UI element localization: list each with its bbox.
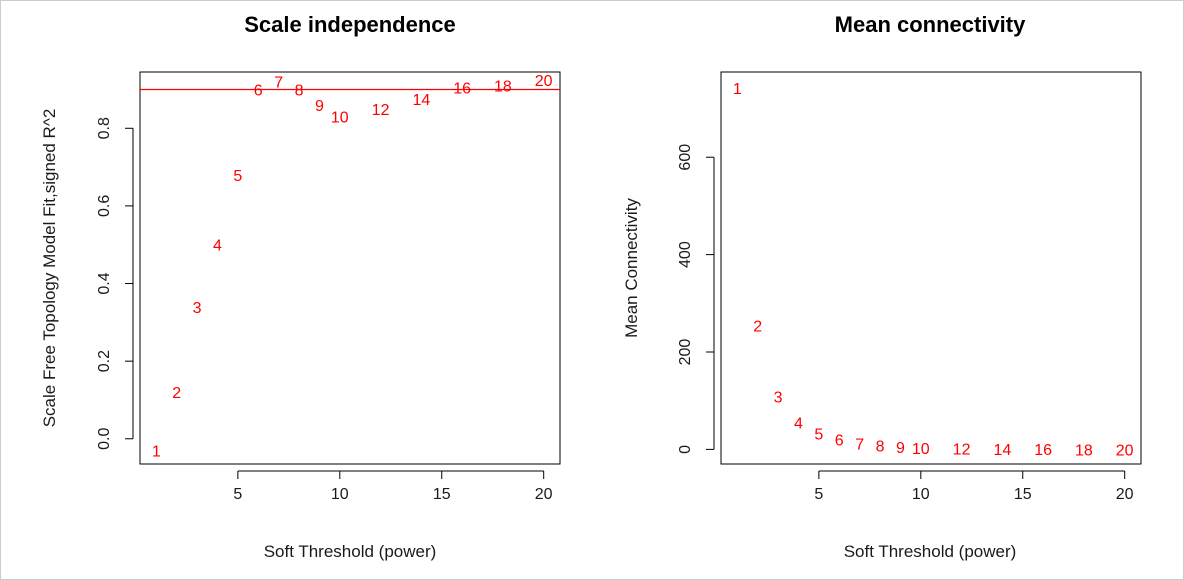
x-tick-label: 15	[1014, 486, 1032, 503]
data-point-label: 2	[172, 385, 181, 402]
data-point-label: 4	[213, 238, 222, 255]
plot-frame	[720, 71, 1142, 465]
x-axis-label: Soft Threshold (power)	[264, 542, 437, 561]
data-point-label: 8	[295, 82, 304, 99]
data-point-label: 9	[315, 98, 324, 115]
x-tick-label: 10	[912, 486, 930, 503]
data-point-label: 3	[193, 300, 202, 317]
data-point-label: 8	[876, 438, 885, 455]
data-point-label: 1	[733, 81, 742, 98]
scale-independence-panel: Scale independence Soft Threshold (power…	[40, 12, 561, 561]
x-tick-label: 15	[433, 486, 451, 503]
data-point-label: 7	[855, 437, 864, 454]
y-tick-label: 0.8	[96, 117, 113, 139]
data-point-label: 18	[494, 79, 512, 96]
x-tick-label: 10	[331, 486, 349, 503]
x-tick-label: 5	[233, 486, 242, 503]
y-tick-label: 0.4	[96, 272, 113, 294]
data-point-label: 16	[1034, 442, 1052, 459]
x-axis-label: Soft Threshold (power)	[844, 542, 1017, 561]
data-point-label: 1	[152, 443, 161, 460]
data-point-label: 7	[274, 75, 283, 92]
y-tick-label: 400	[677, 241, 694, 268]
panel-title: Mean connectivity	[835, 12, 1026, 37]
data-point-label: 14	[993, 442, 1011, 459]
data-point-label: 20	[1116, 442, 1134, 459]
y-tick-label: 0.6	[96, 195, 113, 217]
y-tick-label: 0.0	[96, 428, 113, 450]
data-point-label: 20	[535, 73, 553, 90]
x-tick-label: 20	[1116, 486, 1134, 503]
data-point-label: 18	[1075, 442, 1093, 459]
data-point-label: 2	[753, 319, 762, 336]
data-point-label: 12	[953, 442, 971, 459]
y-tick-label: 0	[677, 445, 694, 454]
y-axis-label: Scale Free Topology Model Fit,signed R^2	[40, 109, 59, 428]
data-point-label: 10	[331, 110, 349, 127]
y-tick-label: 0.2	[96, 350, 113, 372]
plot-frame	[139, 71, 561, 465]
data-point-label: 3	[774, 389, 783, 406]
data-point-label: 6	[254, 82, 263, 99]
data-point-label: 6	[835, 433, 844, 450]
data-point-label: 12	[372, 102, 390, 119]
data-point-label: 9	[896, 440, 905, 457]
y-axis-label: Mean Connectivity	[622, 198, 641, 338]
panel-title: Scale independence	[244, 12, 456, 37]
data-point-label: 5	[814, 426, 823, 443]
data-point-label: 10	[912, 441, 930, 458]
data-point-label: 14	[412, 92, 430, 109]
y-tick-label: 200	[677, 339, 694, 366]
mean-connectivity-panel: Mean connectivity Soft Threshold (power)…	[622, 12, 1142, 561]
data-point-label: 5	[233, 168, 242, 185]
x-tick-label: 20	[535, 486, 553, 503]
data-point-label: 16	[453, 81, 471, 98]
x-tick-label: 5	[814, 486, 823, 503]
y-tick-label: 600	[677, 144, 694, 171]
data-point-label: 4	[794, 416, 803, 433]
